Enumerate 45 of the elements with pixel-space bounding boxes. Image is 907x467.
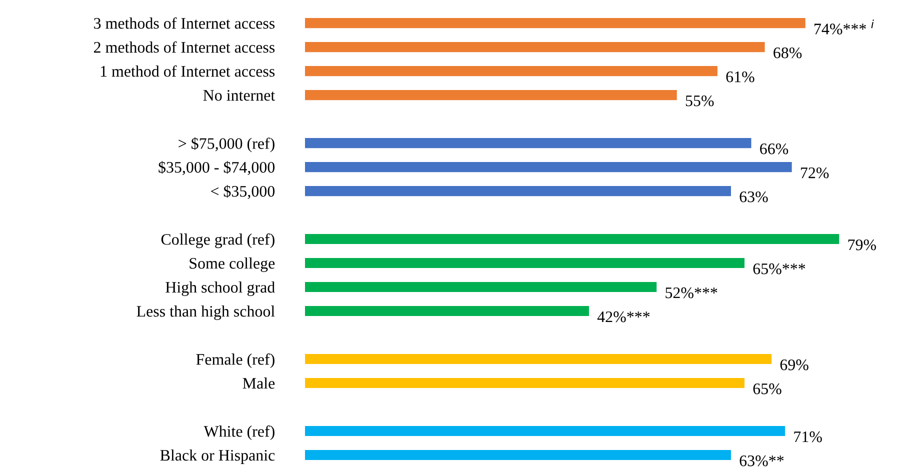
data-label: 63%** — [740, 455, 784, 466]
data-label: 69% — [780, 359, 808, 370]
y-tick-label: No internet — [203, 90, 276, 101]
y-tick-label: > $75,000 (ref) — [178, 137, 274, 152]
y-tick-label: Female (ref) — [196, 353, 274, 368]
data-label: 55% — [686, 95, 714, 106]
bar — [305, 18, 806, 28]
data-label: 74%*** $^{i}$ — [814, 20, 874, 34]
bar — [305, 66, 718, 76]
data-label: 79% — [848, 239, 876, 250]
y-tick-label: < $35,000 — [211, 185, 275, 200]
y-tick-label: White (ref) — [204, 425, 274, 440]
bar — [305, 258, 744, 268]
data-label: 61% — [726, 71, 754, 82]
data-label: 71% — [794, 431, 822, 442]
bar — [305, 42, 765, 52]
data-label: 68% — [774, 47, 802, 58]
bar — [305, 186, 731, 196]
data-label: 72% — [801, 167, 829, 178]
data-label: 65% — [753, 383, 782, 394]
data-label: 65%*** — [753, 263, 806, 274]
y-tick-label: Less than high school — [136, 305, 275, 320]
y-tick-label: College grad (ref) — [161, 233, 274, 248]
y-tick-label: 2 methods of Internet access — [94, 41, 275, 53]
y-tick-label: Male — [242, 377, 275, 389]
y-tick-label: 1 method of Internet access — [100, 65, 275, 77]
bar — [305, 138, 752, 148]
y-tick-label: $35,000 - $74,000 — [158, 161, 275, 176]
data-label: 52%*** — [666, 287, 718, 298]
y-tick-label: Some college — [190, 257, 275, 272]
data-label: 66% — [760, 143, 788, 154]
bar — [305, 354, 772, 364]
bar — [305, 234, 840, 244]
y-tick-label: High school grad — [166, 281, 275, 296]
bar — [305, 282, 657, 292]
bar — [305, 306, 589, 316]
bar — [305, 426, 786, 436]
bar — [305, 90, 677, 100]
bar — [305, 450, 731, 460]
bar — [305, 162, 792, 172]
y-tick-label: 3 methods of Internet access — [94, 17, 275, 29]
bar — [305, 378, 744, 388]
data-label: 42%*** — [597, 311, 650, 322]
data-label: 63% — [740, 191, 768, 202]
y-tick-label: Black or Hispanic — [160, 449, 275, 464]
